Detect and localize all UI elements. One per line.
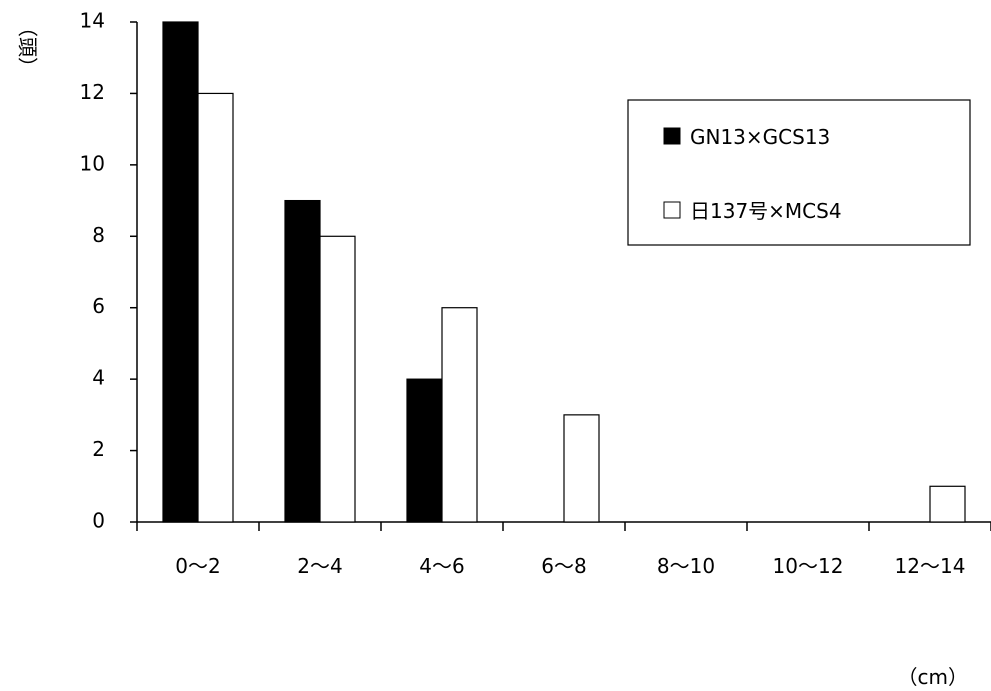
- x-ticks: 0〜2 2〜4 4〜6 6〜8 8〜10 10〜12 12〜14: [136, 522, 991, 578]
- x-tick-label: 2〜4: [297, 554, 342, 578]
- bar-series-1-1: [162, 21, 199, 523]
- y-ticks: 0 2 4 6 8 10 12 14: [80, 9, 137, 533]
- y-tick-label: 8: [92, 223, 105, 247]
- bar-series-2-1: [197, 92, 234, 523]
- bar-series-2-3: [441, 307, 478, 523]
- bars: [162, 21, 966, 523]
- legend-label-series-2: 日137号×MCS4: [690, 199, 842, 223]
- x-tick-label: 4〜6: [419, 554, 464, 578]
- bar-series-1-3: [406, 378, 443, 523]
- y-tick-label: 14: [80, 9, 105, 33]
- legend-swatch-series-1: [663, 127, 681, 145]
- y-axis-label: （頭）: [16, 17, 40, 77]
- x-tick-label: 8〜10: [657, 554, 715, 578]
- x-axis-label: （cm）: [898, 665, 968, 689]
- bar-series-2-4: [563, 414, 600, 523]
- legend-label-series-1: GN13×GCS13: [690, 125, 830, 149]
- x-tick-label: 12〜14: [895, 554, 966, 578]
- bar-series-2-7: [929, 485, 966, 523]
- x-tick-label: 6〜8: [541, 554, 586, 578]
- y-axis: 0 2 4 6 8 10 12 14: [80, 9, 138, 533]
- legend: GN13×GCS13 日137号×MCS4: [627, 99, 971, 246]
- bar-series-2-2: [319, 235, 356, 523]
- y-tick-label: 2: [92, 437, 105, 461]
- legend-swatch-series-2: [663, 201, 681, 219]
- x-tick-label: 0〜2: [175, 554, 220, 578]
- bar-series-1-2: [284, 199, 321, 523]
- y-tick-label: 0: [92, 509, 105, 533]
- y-tick-label: 4: [92, 366, 105, 390]
- y-tick-label: 10: [80, 151, 105, 175]
- x-tick-label: 10〜12: [773, 554, 844, 578]
- x-axis: 0〜2 2〜4 4〜6 6〜8 8〜10 10〜12 12〜14: [136, 521, 991, 578]
- y-tick-label: 6: [92, 294, 105, 318]
- y-tick-label: 12: [80, 80, 105, 104]
- legend-box: [627, 99, 971, 246]
